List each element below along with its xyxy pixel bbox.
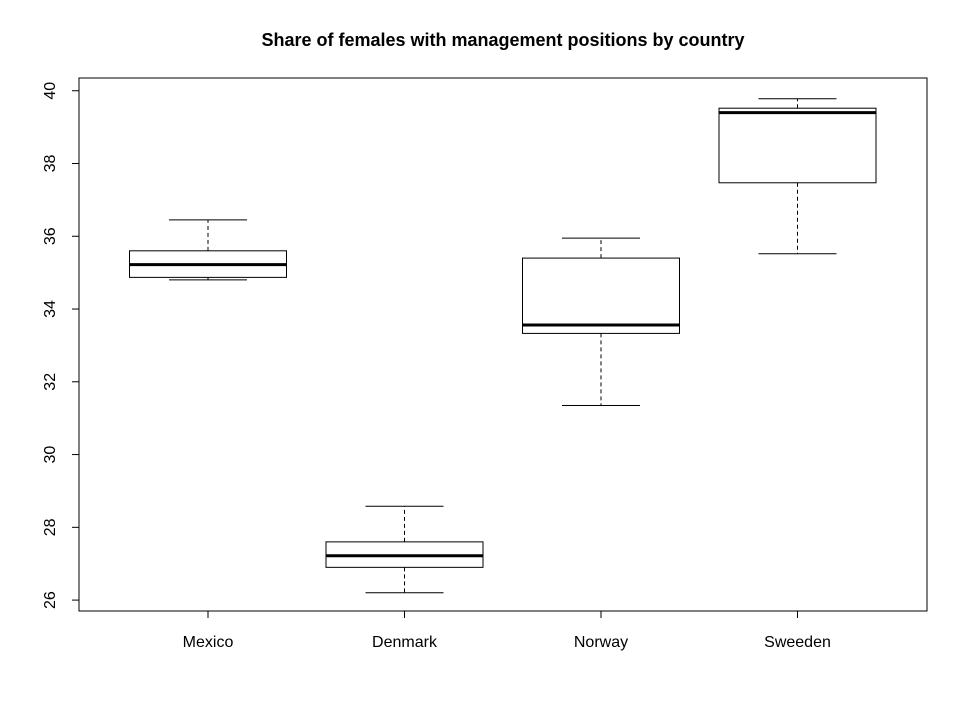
box-norway [522,237,680,406]
y-tick-label: 36 [42,227,59,245]
y-tick-label: 38 [42,154,59,172]
x-axis: Mexico Denmark Norway Sweeden [183,610,831,651]
box-denmark [325,505,484,594]
x-tick-label-norway: Norway [574,634,628,651]
box-sweeden [718,98,877,255]
iqr-box [718,107,877,184]
chart-title: Share of females with management positio… [261,30,744,50]
iqr-box [522,257,680,334]
y-tick-label: 30 [42,446,59,464]
x-tick-label-denmark: Denmark [372,634,438,651]
x-tick-label-mexico: Mexico [183,634,234,651]
box-mexico [129,219,287,281]
y-tick-label: 28 [42,518,59,536]
y-tick-label: 34 [42,300,59,318]
y-tick-label: 26 [42,591,59,609]
y-axis: 26 28 30 32 34 36 38 40 [42,82,80,609]
box-series [129,98,877,594]
y-tick-label: 32 [42,373,59,391]
x-tick-label-sweeden: Sweeden [764,634,831,651]
y-tick-label: 40 [42,82,59,100]
